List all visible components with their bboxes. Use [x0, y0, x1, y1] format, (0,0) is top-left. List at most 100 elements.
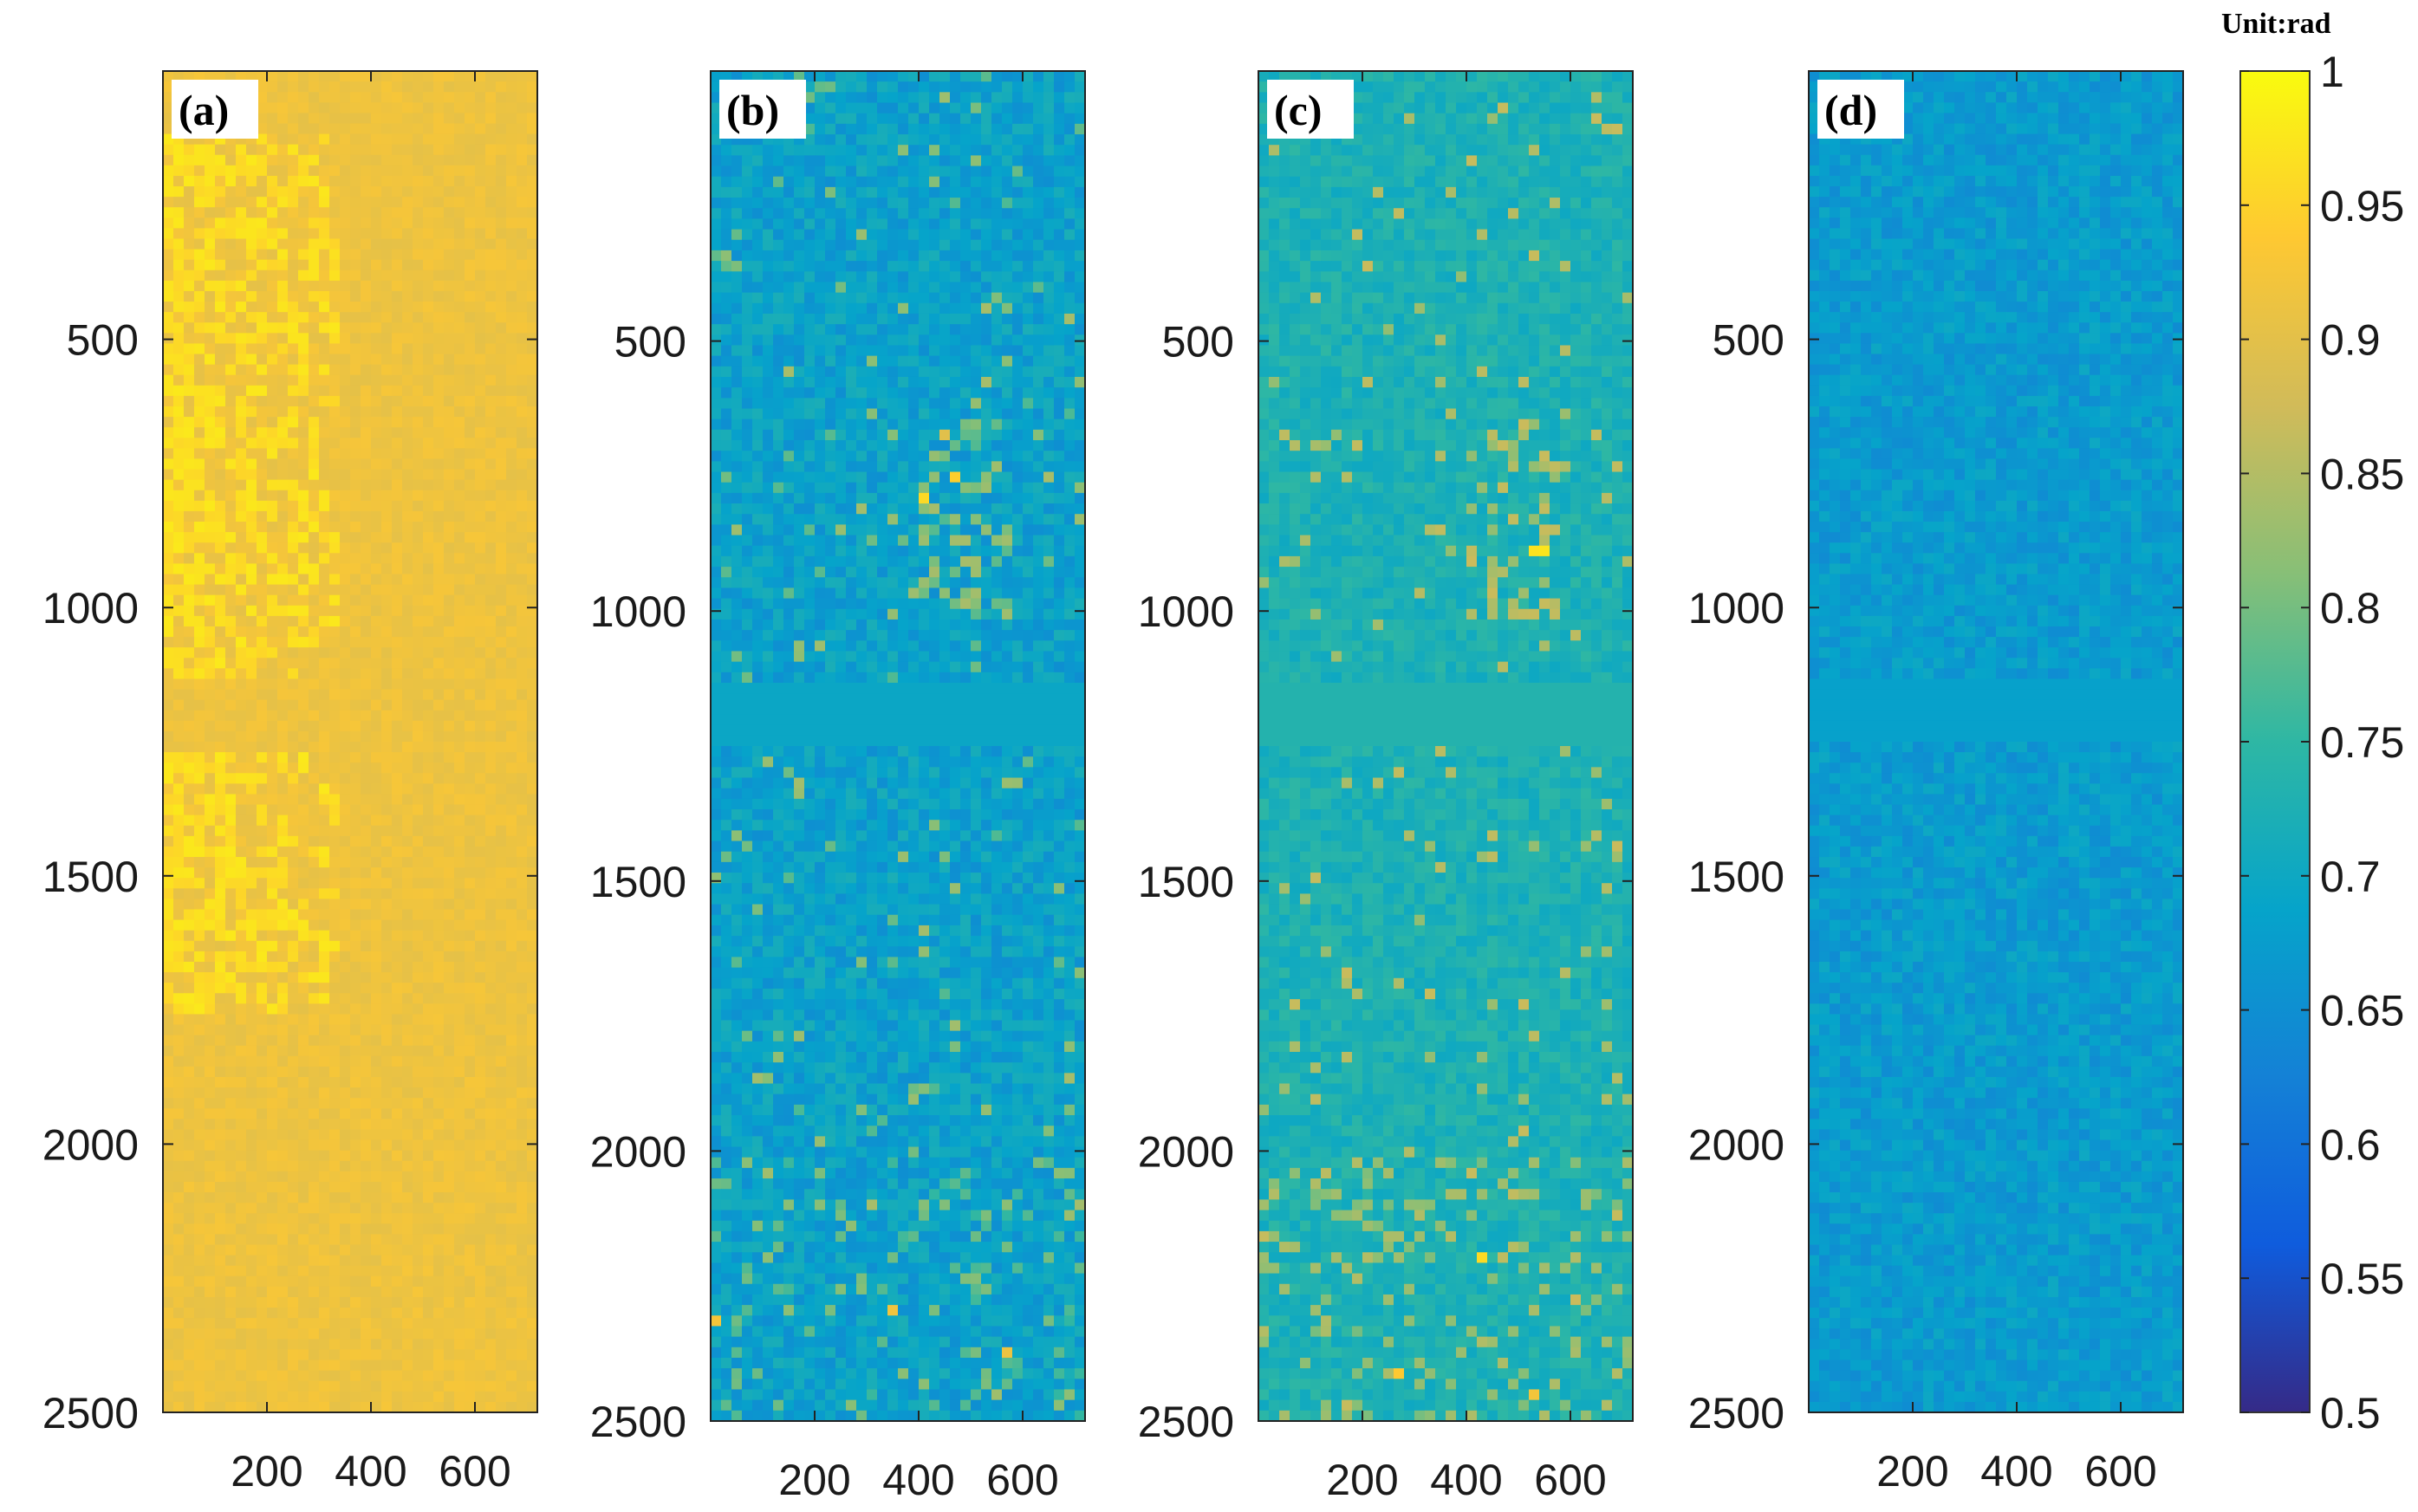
heatmap-cell: [423, 113, 434, 125]
heatmap-cell: [371, 1380, 382, 1392]
heatmap-cell: [444, 1213, 455, 1224]
heatmap-cell: [835, 102, 847, 114]
heatmap-cell: [846, 102, 857, 114]
heatmap-cell: [246, 1014, 257, 1026]
heatmap-cell: [371, 668, 382, 680]
heatmap-cell: [173, 1391, 185, 1403]
heatmap-cell: [423, 1066, 434, 1078]
heatmap-cell: [163, 438, 174, 449]
heatmap-cell: [444, 574, 455, 586]
heatmap-cell: [361, 878, 372, 889]
heatmap-cell: [298, 417, 309, 428]
heatmap-cell: [257, 1380, 268, 1392]
heatmap-cell: [475, 1160, 486, 1172]
heatmap-cell: [381, 814, 393, 827]
heatmap-cell: [319, 658, 330, 669]
heatmap-cell: [215, 1119, 226, 1131]
heatmap-cell: [215, 522, 226, 533]
heatmap-cell: [402, 385, 413, 397]
heatmap-cell: [329, 259, 341, 271]
heatmap-cell: [225, 1055, 237, 1067]
heatmap-cell: [433, 930, 445, 942]
heatmap-cell: [815, 123, 826, 135]
heatmap-cell: [288, 1213, 299, 1224]
heatmap-cell: [277, 983, 289, 994]
heatmap-cell: [225, 374, 237, 386]
heatmap-cell: [267, 1139, 278, 1152]
heatmap-cell: [225, 1171, 237, 1183]
heatmap-cell: [288, 919, 299, 931]
heatmap-cell: [392, 857, 403, 868]
heatmap-cell: [402, 752, 413, 763]
heatmap-cell: [517, 133, 528, 146]
heatmap-cell: [309, 835, 320, 847]
heatmap-cell: [381, 385, 393, 397]
heatmap-cell: [205, 1203, 216, 1214]
heatmap-cell: [277, 1286, 289, 1298]
heatmap-cell: [319, 1192, 330, 1204]
heatmap-cell: [173, 574, 185, 586]
heatmap-cell: [277, 343, 289, 355]
heatmap-cell: [444, 1349, 455, 1361]
heatmap-cell: [454, 510, 465, 522]
heatmap-cell: [246, 207, 257, 218]
heatmap-cell: [402, 165, 413, 177]
heatmap-cell: [454, 479, 465, 491]
heatmap-cell: [246, 1045, 257, 1057]
heatmap-cell: [371, 113, 382, 125]
heatmap-cell: [163, 919, 174, 931]
heatmap-cell: [517, 1066, 528, 1078]
heatmap-cell: [267, 500, 278, 512]
heatmap-cell: [205, 1192, 216, 1204]
heatmap-cell: [361, 574, 372, 586]
heatmap-cell: [465, 605, 476, 617]
heatmap-cell: [319, 1391, 330, 1403]
heatmap-cell: [361, 658, 372, 669]
heatmap-cell: [236, 563, 247, 575]
heatmap-cell: [215, 1275, 226, 1288]
heatmap-cell: [1075, 134, 1086, 146]
heatmap-cell: [381, 930, 393, 942]
heatmap-cell: [257, 165, 268, 177]
heatmap-cell: [465, 175, 476, 187]
heatmap-cell: [257, 951, 268, 963]
heatmap-cell: [257, 92, 268, 103]
heatmap-cell: [277, 720, 289, 732]
heatmap-cell: [298, 668, 309, 680]
heatmap-cell: [485, 1192, 497, 1204]
heatmap-cell: [173, 1098, 185, 1109]
heatmap-cell: [236, 1380, 247, 1392]
heatmap-cell: [485, 553, 497, 564]
heatmap-cell: [288, 825, 299, 837]
heatmap-cell: [350, 1014, 361, 1026]
heatmap-cell: [485, 406, 497, 418]
heatmap-cell: [350, 322, 361, 334]
heatmap-cell: [205, 1171, 216, 1183]
heatmap-cell: [361, 1244, 372, 1256]
heatmap-cell: [225, 395, 237, 407]
heatmap-cell: [506, 333, 517, 345]
heatmap-cell: [277, 280, 289, 292]
heatmap-cell: [506, 1098, 517, 1109]
heatmap-cell: [413, 81, 424, 93]
heatmap-cell: [433, 825, 445, 837]
heatmap-cell: [392, 804, 403, 816]
heatmap-cell: [309, 302, 320, 313]
heatmap-cell: [465, 448, 476, 460]
heatmap-cell: [319, 720, 330, 732]
heatmap-cell: [465, 909, 476, 921]
heatmap-cell: [413, 479, 424, 491]
heatmap-cell: [433, 940, 445, 952]
heatmap-cell: [465, 364, 476, 376]
heatmap-cell: [309, 417, 320, 428]
heatmap-cell: [485, 1119, 497, 1131]
heatmap-cell: [517, 1286, 528, 1298]
heatmap-cell: [454, 1098, 465, 1109]
heatmap-cell: [236, 993, 247, 1004]
heatmap-cell: [527, 1296, 538, 1308]
heatmap-cell: [277, 730, 289, 743]
heatmap-cell: [381, 951, 393, 963]
heatmap-cell: [319, 165, 330, 177]
heatmap-cell: [763, 165, 774, 178]
heatmap-cell: [506, 154, 517, 166]
